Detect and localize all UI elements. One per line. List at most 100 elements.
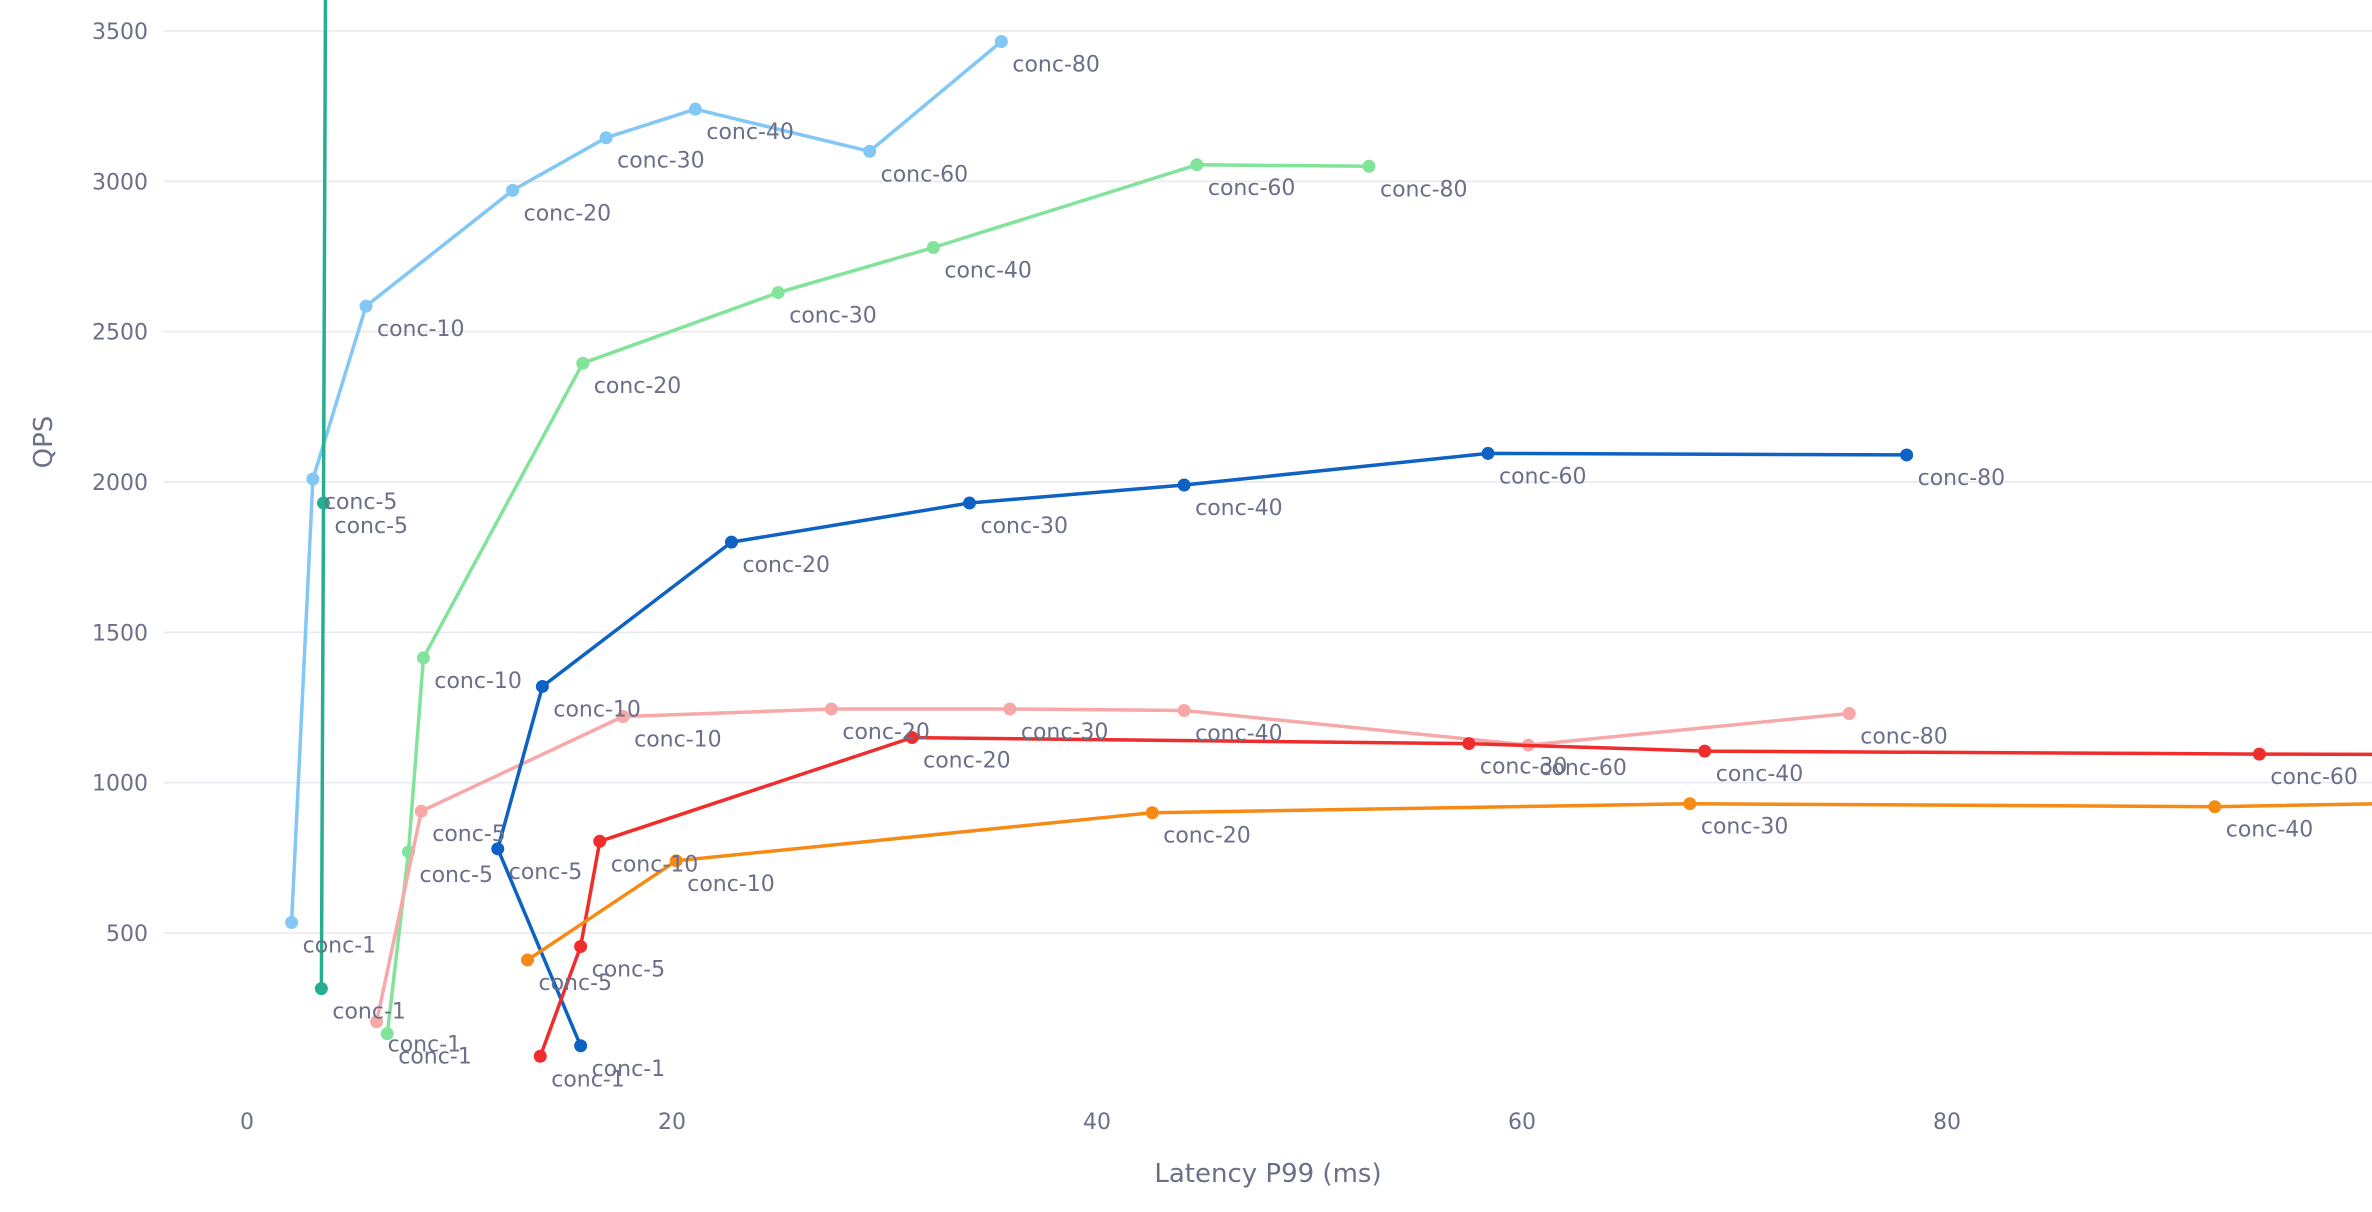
data-point: [533, 1049, 547, 1063]
data-point-label: conc-30: [981, 514, 1069, 539]
data-point: [1698, 744, 1712, 758]
data-point: [2252, 747, 2266, 761]
data-point: [616, 710, 630, 724]
data-point: [1481, 446, 1495, 460]
data-point: [535, 679, 549, 693]
data-point-label: conc-40: [1195, 496, 1283, 521]
data-point: [1900, 448, 1914, 462]
data-point: [771, 286, 785, 300]
data-point-label: conc-1: [303, 933, 377, 958]
data-point-label: conc-40: [1716, 762, 1804, 787]
data-point-label: conc-30: [1480, 755, 1568, 780]
series-line: [289, 39, 1004, 925]
data-point: [314, 982, 328, 996]
data-point-label: conc-40: [706, 120, 794, 145]
data-point-label: conc-10: [434, 669, 522, 694]
series-1: [285, 35, 1008, 929]
data-point: [285, 915, 299, 929]
data-point: [1145, 806, 1159, 820]
data-point-label: conc-5: [324, 490, 398, 515]
data-point: [1842, 707, 1856, 721]
data-point-label: conc-10: [553, 697, 641, 722]
data-point: [863, 144, 877, 158]
y-tick-label: 500: [106, 922, 148, 947]
data-point-label: conc-40: [944, 258, 1032, 283]
data-point: [416, 651, 430, 665]
data-point-label: conc-10: [687, 872, 775, 897]
data-point-label: conc-1: [592, 1057, 666, 1082]
data-point: [414, 804, 428, 818]
data-point-label: conc-1: [398, 1045, 472, 1070]
data-point: [1177, 478, 1191, 492]
data-point: [1177, 704, 1191, 718]
data-point: [994, 35, 1008, 49]
data-point-label: conc-10: [611, 852, 699, 877]
data-point: [669, 854, 683, 868]
data-point-label: conc-20: [842, 720, 930, 745]
data-point: [824, 702, 838, 716]
data-point-label: conc-60: [1208, 176, 1296, 201]
data-point-label: conc-1: [332, 1000, 406, 1025]
x-tick-label: 60: [1508, 1110, 1536, 1135]
data-point: [491, 842, 505, 856]
data-point-label: conc-20: [594, 374, 682, 399]
data-point-label: conc-80: [1860, 725, 1948, 750]
data-point: [1683, 797, 1697, 811]
data-point-label: conc-5: [509, 860, 583, 885]
y-tick-label: 3000: [92, 170, 148, 195]
data-point-label: conc-80: [1918, 466, 2006, 491]
data-point: [593, 834, 607, 848]
data-point: [688, 102, 702, 116]
series-5: [491, 446, 1914, 1053]
data-point: [725, 535, 738, 549]
data-point: [370, 1015, 384, 1029]
data-point: [599, 131, 613, 145]
data-point: [963, 496, 976, 510]
data-point-label: conc-40: [1195, 722, 1283, 747]
data-point: [905, 731, 919, 745]
data-point-label: conc-60: [2270, 765, 2358, 790]
x-tick-label: 40: [1083, 1110, 1111, 1135]
data-point: [576, 356, 590, 370]
y-tick-label: 1000: [92, 772, 148, 797]
data-point-label: conc-20: [923, 749, 1011, 774]
series-7: [521, 797, 2372, 967]
data-point: [574, 1039, 588, 1053]
data-point-label: conc-5: [539, 971, 613, 996]
data-point-label: conc-60: [1539, 756, 1627, 781]
point-labels: conc-1conc-5conc-10conc-20conc-30conc-40…: [303, 53, 2358, 1093]
data-point-label: conc-30: [789, 304, 877, 329]
data-point-label: conc-80: [1380, 177, 1468, 202]
y-tick-label: 1500: [92, 621, 148, 646]
series-3: [380, 158, 1376, 1041]
data-point: [1003, 702, 1017, 716]
data-point: [359, 299, 373, 313]
data-point-label: conc-30: [1021, 720, 1109, 745]
y-tick-label: 2500: [92, 321, 148, 346]
data-point: [1462, 737, 1476, 751]
data-point-label: conc-5: [592, 958, 666, 983]
data-point: [926, 240, 940, 254]
data-point: [1190, 158, 1204, 172]
data-point-label: conc-20: [524, 201, 612, 226]
data-point-label: conc-60: [1499, 464, 1587, 489]
y-tick-label: 3500: [92, 20, 148, 45]
data-point: [506, 183, 520, 197]
data-point-label: conc-10: [377, 317, 465, 342]
series-line: [385, 163, 1371, 1036]
data-point: [521, 953, 534, 967]
data-point: [1362, 159, 1376, 173]
series-line: [525, 801, 2372, 962]
tick-labels: 500 1000 1500 2000 2500 3000 3500 0 20 40 60 80: [92, 20, 1961, 1135]
data-point-label: conc-40: [2226, 818, 2314, 843]
data-point-label: conc-30: [617, 149, 705, 174]
x-tick-label: 80: [1933, 1110, 1961, 1135]
data-point-label: conc-5: [335, 514, 409, 539]
data-point-label: conc-5: [432, 822, 506, 847]
data-point-label: conc-20: [743, 553, 831, 578]
data-point-label: conc-10: [634, 728, 722, 753]
series-line: [496, 451, 1909, 1048]
data-point: [380, 1027, 394, 1041]
